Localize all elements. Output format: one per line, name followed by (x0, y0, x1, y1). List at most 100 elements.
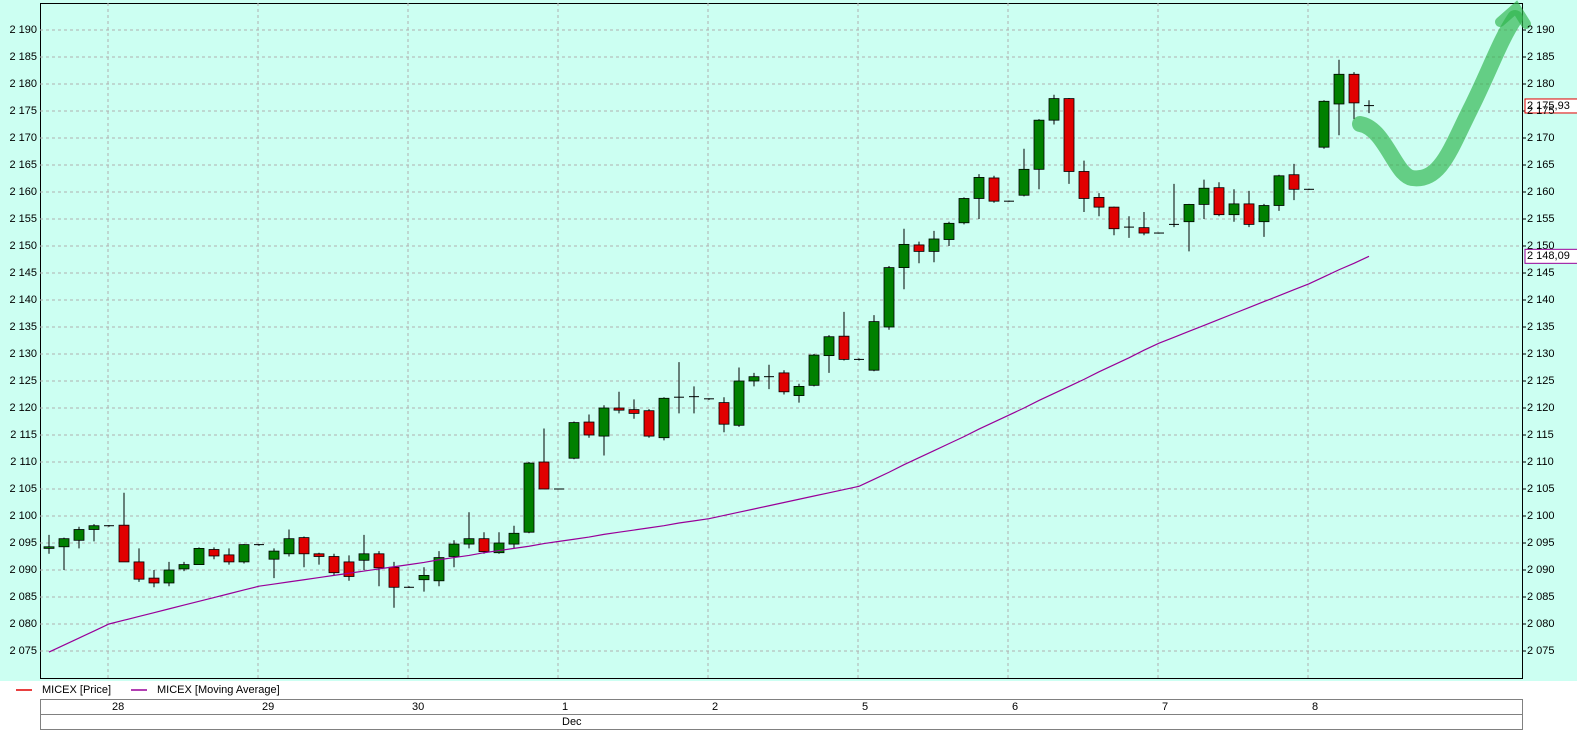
month-label: Dec (562, 716, 582, 728)
candle-body (268, 550, 280, 560)
x-tick-label: 29 (262, 701, 274, 713)
y-tick-label: 2 190 (1527, 24, 1555, 36)
candle-body (73, 529, 85, 541)
candle-body (643, 410, 655, 437)
x-tick-label: 6 (1012, 701, 1018, 713)
x-tick-label: 28 (112, 701, 124, 713)
y-tick-label: 2 095 (1527, 537, 1555, 549)
y-tick-label: 2 140 (9, 294, 37, 306)
candle-body (223, 554, 235, 563)
last-value-box (1524, 98, 1577, 114)
candle-body (778, 372, 790, 393)
y-tick-label: 2 135 (1527, 321, 1555, 333)
candle-body (523, 462, 535, 533)
y-tick-label: 2 100 (9, 510, 37, 522)
candle-body (508, 532, 520, 545)
candle-body (328, 556, 340, 574)
candle-body (1138, 227, 1150, 234)
candle-body (913, 244, 925, 252)
x-tick-label: 1 (562, 701, 568, 713)
candle-body (43, 546, 55, 549)
candle-body (928, 238, 940, 252)
candle-body (1228, 203, 1240, 216)
forecast-drawing (1352, 10, 1523, 187)
candle-body (568, 422, 580, 459)
chart-background (0, 0, 1577, 681)
candle-body (1093, 196, 1105, 208)
forecast-arrowhead (1495, 0, 1531, 29)
y-tick-label: 2 155 (9, 213, 37, 225)
y-tick-label: 2 130 (9, 348, 37, 360)
y-tick-label: 2 125 (9, 375, 37, 387)
candle-body (1108, 206, 1120, 230)
candle-body (1333, 73, 1345, 105)
candle-body (868, 321, 880, 371)
candle-body (1213, 187, 1225, 216)
last-value-label: 2 148,09 (1527, 250, 1570, 262)
candle-body (748, 376, 760, 382)
plot-frame (40, 3, 1523, 679)
candle-body (493, 542, 505, 554)
month-row (40, 714, 1523, 730)
candle-body (823, 336, 835, 357)
candle-body (298, 537, 310, 555)
candle-body (463, 538, 475, 545)
y-tick-label: 2 190 (9, 24, 37, 36)
y-tick-label: 2 120 (9, 402, 37, 414)
candle-body (1033, 119, 1045, 170)
candle-body (118, 524, 130, 563)
candle-body (208, 549, 220, 557)
y-tick-label: 2 175 (1527, 105, 1555, 117)
y-tick-label: 2 150 (9, 240, 37, 252)
candle-body (418, 575, 430, 581)
y-tick-label: 2 080 (9, 618, 37, 630)
y-tick-label: 2 180 (9, 78, 37, 90)
y-tick-label: 2 145 (9, 267, 37, 279)
candle-body (148, 577, 160, 584)
y-tick-label: 2 175 (9, 105, 37, 117)
y-tick-label: 2 090 (1527, 564, 1555, 576)
y-tick-label: 2 170 (9, 132, 37, 144)
candle-body (1258, 205, 1270, 223)
y-tick-label: 2 165 (9, 159, 37, 171)
candle-body (1183, 204, 1195, 223)
candle-body (313, 553, 325, 557)
legend-label: MICEX [Price] (42, 684, 111, 696)
candle-body (433, 557, 445, 582)
candle-body (448, 543, 460, 557)
candle-body (283, 538, 295, 555)
candle-body (178, 564, 190, 570)
candle-body (1018, 168, 1030, 196)
candle-body (613, 407, 625, 411)
candle-body (838, 335, 850, 360)
y-tick-label: 2 115 (10, 429, 37, 441)
y-tick-label: 2 165 (1527, 159, 1555, 171)
y-tick-label: 2 160 (9, 186, 37, 198)
candle-body (988, 177, 1000, 202)
candle-body (1078, 171, 1090, 199)
candle-body (583, 421, 595, 436)
last-value-label: 2 175,93 (1527, 100, 1570, 112)
candle-body (793, 385, 805, 396)
y-tick-label: 2 120 (1527, 402, 1555, 414)
candle-body (733, 380, 745, 426)
candle-body (343, 561, 355, 577)
y-tick-label: 2 080 (1527, 618, 1555, 630)
marks (43, 59, 1577, 653)
candle-body (598, 407, 610, 437)
y-tick-label: 2 150 (1527, 240, 1555, 252)
candle-body (1048, 98, 1060, 121)
candle-body (628, 409, 640, 414)
y-tick-label: 2 135 (9, 321, 37, 333)
candle-body (58, 538, 70, 548)
y-tick-label: 2 115 (1527, 429, 1554, 441)
candle-body (538, 461, 550, 490)
y-tick-label: 2 180 (1527, 78, 1555, 90)
candle-body (238, 544, 250, 563)
labels: 2 075 2 075 2 080 2 080 2 085 2 085 2 090 2 090… (9, 24, 1569, 728)
candle-body (973, 177, 985, 199)
candle-body (1198, 187, 1210, 205)
candle-body (718, 402, 730, 425)
